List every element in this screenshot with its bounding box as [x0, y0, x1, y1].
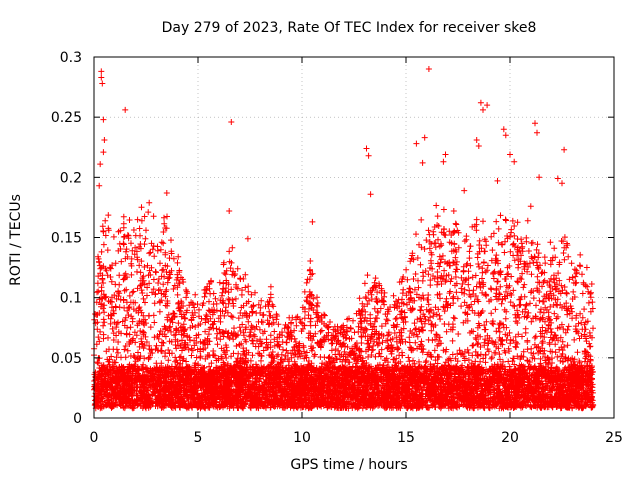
y-tick-labels: 0 0.05 0.1 0.15 0.2 0.25 0.3 [51, 50, 82, 427]
x-tick-label: 5 [194, 430, 203, 446]
x-tick-label: 0 [90, 430, 99, 446]
y-tick-label: 0.2 [60, 170, 82, 186]
data-points [91, 66, 597, 412]
y-tick-label: 0.25 [51, 110, 82, 126]
x-tick-label: 10 [293, 430, 311, 446]
y-tick-label: 0.05 [51, 351, 82, 367]
y-axis-label: ROTI / TECUs [8, 194, 24, 286]
x-tick-label: 20 [501, 430, 519, 446]
x-tick-labels: 0 5 10 15 20 25 [90, 430, 623, 446]
y-tick-label: 0.15 [51, 231, 82, 247]
x-axis-label: GPS time / hours [290, 457, 407, 473]
roti-markers [91, 66, 597, 412]
x-tick-label: 25 [605, 430, 623, 446]
axis-ticks [93, 56, 615, 419]
y-tick-label: 0.3 [60, 50, 82, 66]
y-tick-label: 0.1 [60, 291, 82, 307]
x-tick-label: 15 [397, 430, 415, 446]
y-tick-label: 0 [73, 411, 82, 427]
chart-title: Day 279 of 2023, Rate Of TEC Index for r… [162, 20, 537, 36]
